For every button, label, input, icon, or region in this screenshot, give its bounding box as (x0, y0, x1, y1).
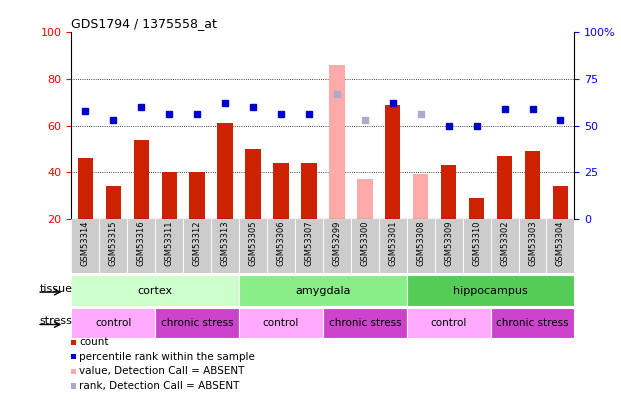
Bar (357, 179, 373, 219)
Bar (329, 65, 345, 219)
Bar (351, 219, 379, 273)
Text: GSM53299: GSM53299 (332, 220, 342, 266)
Bar (491, 219, 519, 273)
Bar (407, 275, 574, 306)
Bar (239, 219, 267, 273)
Bar (273, 163, 289, 219)
Bar (71, 308, 155, 338)
Bar (463, 219, 491, 273)
Bar (245, 149, 261, 219)
Bar (155, 219, 183, 273)
Bar (301, 163, 317, 219)
Text: chronic stress: chronic stress (161, 318, 233, 328)
Bar (323, 308, 407, 338)
Bar (491, 308, 574, 338)
Text: count: count (79, 337, 109, 347)
Text: percentile rank within the sample: percentile rank within the sample (79, 352, 255, 362)
Bar (519, 219, 546, 273)
Text: GSM53304: GSM53304 (556, 220, 565, 266)
Bar (183, 219, 211, 273)
Bar (78, 158, 93, 219)
Bar (413, 175, 428, 219)
Text: control: control (263, 318, 299, 328)
Bar (441, 165, 456, 219)
Text: GSM53309: GSM53309 (444, 220, 453, 266)
Text: GSM53312: GSM53312 (193, 220, 202, 266)
Text: GSM53300: GSM53300 (360, 220, 369, 266)
Bar (71, 275, 239, 306)
Text: GSM53306: GSM53306 (276, 220, 286, 266)
Bar (525, 151, 540, 219)
Text: GSM53303: GSM53303 (528, 220, 537, 266)
Bar (379, 219, 407, 273)
Bar (71, 219, 99, 273)
Bar (127, 219, 155, 273)
Text: GSM53310: GSM53310 (472, 220, 481, 266)
Text: tissue: tissue (39, 284, 72, 294)
Bar (435, 219, 463, 273)
Text: stress: stress (39, 316, 72, 326)
Bar (407, 308, 491, 338)
Bar (295, 219, 323, 273)
Bar (106, 186, 121, 219)
Bar (155, 308, 239, 338)
Text: GSM53314: GSM53314 (81, 220, 90, 266)
Bar (99, 219, 127, 273)
Bar (407, 219, 435, 273)
Bar (211, 219, 239, 273)
Text: hippocampus: hippocampus (453, 286, 528, 296)
Text: control: control (95, 318, 132, 328)
Bar (497, 156, 512, 219)
Text: control: control (430, 318, 467, 328)
Bar (189, 172, 205, 219)
Bar (239, 308, 323, 338)
Bar (553, 186, 568, 219)
Bar (469, 198, 484, 219)
Bar (323, 219, 351, 273)
Text: GSM53313: GSM53313 (220, 220, 230, 266)
Text: GSM53307: GSM53307 (304, 220, 314, 266)
Text: GSM53301: GSM53301 (388, 220, 397, 266)
Text: cortex: cortex (138, 286, 173, 296)
Text: chronic stress: chronic stress (496, 318, 569, 328)
Text: chronic stress: chronic stress (329, 318, 401, 328)
Bar (134, 139, 149, 219)
Text: amygdala: amygdala (295, 286, 351, 296)
Bar (267, 219, 295, 273)
Text: rank, Detection Call = ABSENT: rank, Detection Call = ABSENT (79, 381, 240, 391)
Bar (217, 123, 233, 219)
Bar (385, 104, 401, 219)
Bar (546, 219, 574, 273)
Text: value, Detection Call = ABSENT: value, Detection Call = ABSENT (79, 367, 245, 376)
Bar (161, 172, 177, 219)
Text: GSM53311: GSM53311 (165, 220, 174, 266)
Bar (239, 275, 407, 306)
Text: GSM53305: GSM53305 (248, 220, 258, 266)
Text: GSM53308: GSM53308 (416, 220, 425, 266)
Text: GSM53315: GSM53315 (109, 220, 118, 266)
Text: GSM53316: GSM53316 (137, 220, 146, 266)
Text: GSM53302: GSM53302 (500, 220, 509, 266)
Text: GDS1794 / 1375558_at: GDS1794 / 1375558_at (71, 17, 217, 30)
